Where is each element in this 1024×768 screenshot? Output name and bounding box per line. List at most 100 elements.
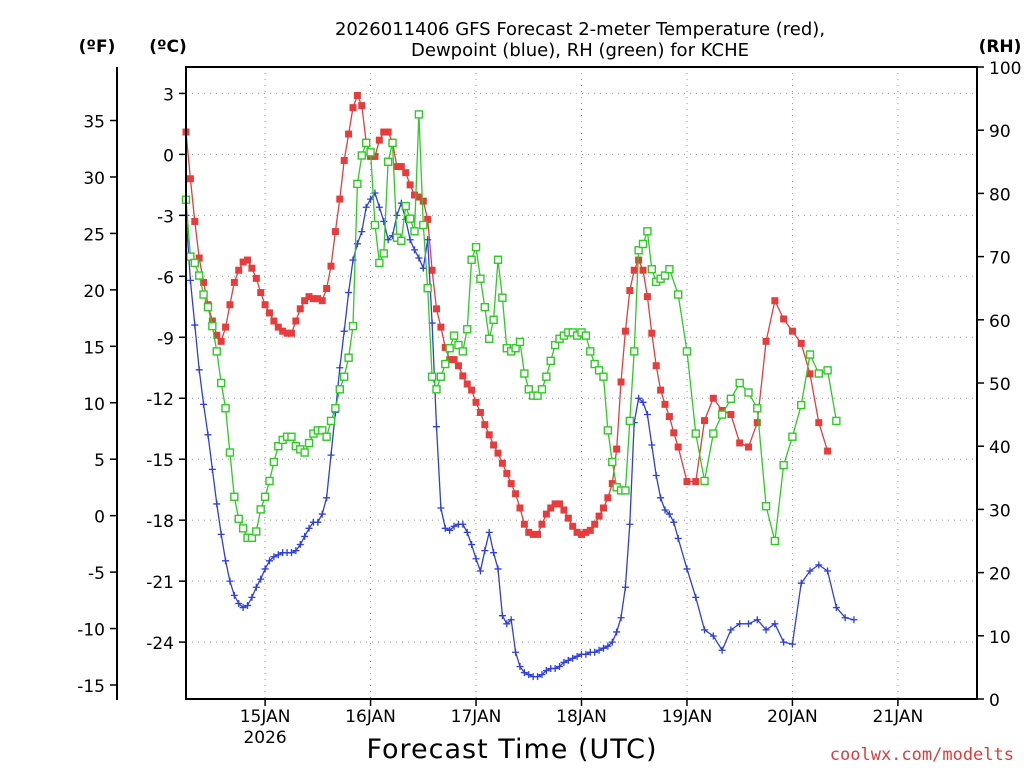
data-point [279,327,287,335]
data-point [441,524,449,532]
data-point [841,614,849,622]
x-tick-label: 18JAN [556,707,607,727]
data-point [599,372,608,381]
data-point [538,671,546,679]
data-point [498,459,506,467]
data-point [665,413,673,421]
data-point [657,386,665,394]
data-point [252,583,260,591]
data-point [230,591,238,599]
data-point [516,504,524,512]
data-point [525,671,533,679]
data-point [617,378,625,386]
data-point [238,524,248,533]
data-point [507,480,515,488]
data-point [761,502,771,511]
data-point [230,278,238,286]
data-point [556,662,564,670]
celsius-tick-label: -3 [157,207,174,227]
data-point [274,551,282,559]
data-point [322,432,331,441]
data-point [621,327,629,335]
data-point [762,626,770,634]
data-point [665,265,674,274]
data-point [423,284,432,293]
data-point [300,448,309,457]
data-point [586,526,594,534]
data-point [753,616,761,624]
data-point [388,138,397,148]
data-point [269,457,279,467]
data-point [331,404,340,413]
data-point [556,500,564,508]
x-axis-title: Forecast Time (UTC) [366,734,657,765]
data-point [779,460,788,470]
data-point [648,441,656,449]
data-point [643,227,652,236]
data-point [244,602,252,610]
data-point [454,362,462,370]
x-tick-label: 15JAN [240,707,291,727]
data-point [234,514,243,524]
data-point [260,492,270,501]
data-point [336,364,344,372]
data-point [657,494,665,502]
rh-tick-label: 10 [989,628,1011,648]
data-point [463,380,471,388]
data-point [314,518,322,526]
data-point [225,448,235,457]
data-point [613,628,621,636]
data-point [357,151,366,160]
data-point [370,220,380,230]
data-point [652,471,660,479]
data-point [393,163,401,171]
data-point [648,329,656,337]
data-point [814,369,823,378]
data-point [222,557,230,565]
data-point [441,343,449,351]
data-point [661,400,669,408]
data-point [727,410,735,418]
data-point [476,408,484,416]
data-point [788,432,797,441]
data-point [186,175,194,183]
data-point [427,372,437,381]
data-point [630,266,638,274]
data-point [608,480,616,488]
data-point [323,494,331,502]
data-point [340,156,348,164]
data-point [797,339,805,347]
x-tick-label: 21JAN [873,707,924,727]
data-point [595,646,603,654]
data-point [375,136,383,144]
data-point [599,504,607,512]
data-point [410,227,419,236]
data-point [546,356,555,366]
data-point [419,220,428,230]
data-point [437,323,445,331]
data-point [569,654,577,662]
data-point [344,353,353,362]
fahrenheit-tick-label: 25 [83,225,105,245]
data-point [490,549,498,557]
fahrenheit-tick-label: -5 [88,564,105,584]
data-point [788,640,796,648]
data-point [823,366,832,375]
data-point [296,305,304,313]
data-point [797,400,806,410]
data-point [480,302,490,312]
data-point [217,530,225,538]
data-point [727,626,735,634]
fahrenheit-tick-label: 5 [94,451,105,471]
data-point [709,429,718,438]
data-point [736,439,744,447]
data-point [533,391,542,400]
fahrenheit-tick-label: 10 [83,395,105,415]
data-point [709,632,717,640]
data-point [265,476,274,486]
data-point [744,388,753,397]
data-point [358,102,366,110]
data-point [806,567,814,575]
data-point [200,400,208,408]
